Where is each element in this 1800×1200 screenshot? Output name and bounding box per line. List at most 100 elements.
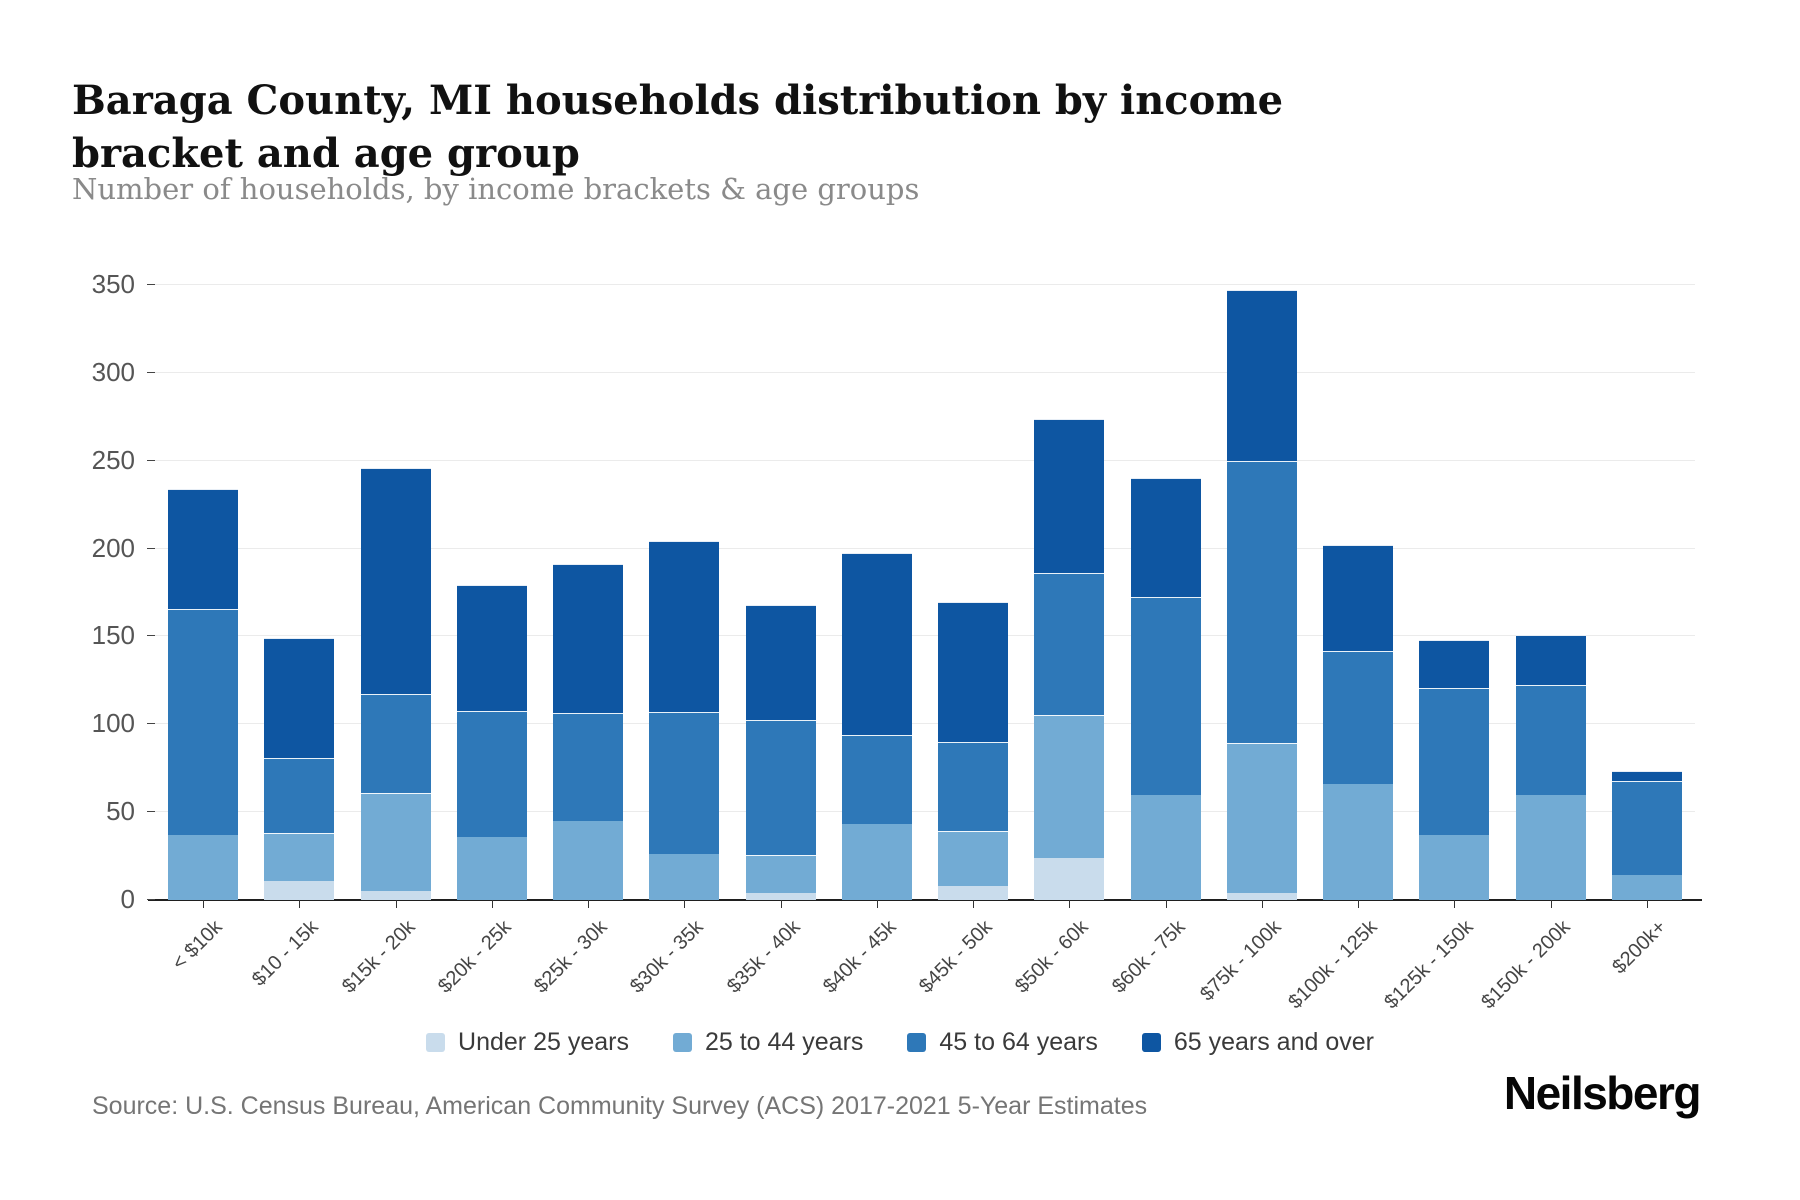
bar-segment-45-to-64-years[interactable] [745,720,816,855]
bar-segment-under-25-years[interactable] [360,891,431,900]
y-axis-tick-50 [147,811,155,813]
bar-45k-50k[interactable] [938,602,1009,900]
bar-200k[interactable] [1611,771,1682,900]
chart-plot-area: 0 50 100 150 200 250 300 350 < $10k $10 - 15k $15k… [92,269,1702,1013]
bar-segment-65-years-and-over[interactable] [360,468,431,694]
bar-segment-65-years-and-over[interactable] [1034,419,1105,573]
x-axis-tick [1261,900,1263,908]
y-axis-label-250: 250 [91,444,135,475]
x-axis-label: $45k - 50k [915,916,997,998]
bar-35k-40k[interactable] [745,605,816,900]
bar-segment-under-25-years[interactable] [1034,858,1105,900]
y-axis-label-50: 50 [106,796,135,827]
bar-segment-25-to-44-years[interactable] [841,824,912,900]
bar-segment-25-to-44-years[interactable] [1323,784,1394,900]
bar-segment-under-25-years[interactable] [938,886,1009,900]
bar-60k-75k[interactable] [1130,478,1201,900]
y-axis-label-150: 150 [91,620,135,651]
bar-segment-65-years-and-over[interactable] [1515,635,1586,685]
bar-segment-25-to-44-years[interactable] [168,835,239,900]
legend-swatch-icon [907,1033,927,1052]
legend-item-25-to-44-years[interactable]: 25 to 44 years [672,1028,863,1057]
bar-segment-65-years-and-over[interactable] [264,638,335,758]
x-axis-tick [1165,900,1167,908]
bar-segment-25-to-44-years[interactable] [649,854,720,900]
x-axis-label: < $10k [168,916,227,975]
bar-segment-65-years-and-over[interactable] [649,541,720,712]
y-axis-label-0: 0 [120,884,135,914]
bar-10-15k[interactable] [264,638,335,900]
bar-segment-25-to-44-years[interactable] [938,831,1009,886]
bar-segment-65-years-and-over[interactable] [1611,771,1682,781]
y-axis-label-100: 100 [91,708,135,739]
bar-segment-45-to-64-years[interactable] [938,742,1009,831]
bar-25k-30k[interactable] [553,564,624,900]
bar-segment-25-to-44-years[interactable] [1419,835,1490,900]
bar-segment-25-to-44-years[interactable] [553,821,624,900]
bar-125k-150k[interactable] [1419,640,1490,900]
bar-segment-65-years-and-over[interactable] [1130,478,1201,597]
bar-segment-65-years-and-over[interactable] [553,564,624,713]
y-axis-tick-300 [147,371,155,373]
legend-item-under-25-years[interactable]: Under 25 years [426,1028,629,1057]
bar-segment-25-to-44-years[interactable] [1226,743,1297,893]
bar-segment-under-25-years[interactable] [264,881,335,900]
bar-segment-45-to-64-years[interactable] [649,712,720,854]
bar-segment-65-years-and-over[interactable] [1226,290,1297,461]
bar-segment-45-to-64-years[interactable] [168,609,239,835]
bar-10k[interactable] [168,489,239,900]
bar-segment-25-to-44-years[interactable] [264,833,335,881]
x-axis-tick [299,900,301,908]
legend-item-65-years-and-over[interactable]: 65 years and over [1141,1028,1374,1057]
gridline-100 [155,723,1695,725]
bar-segment-45-to-64-years[interactable] [1611,781,1682,875]
bar-segment-65-years-and-over[interactable] [841,553,912,735]
bar-segment-25-to-44-years[interactable] [360,793,431,891]
bar-segment-45-to-64-years[interactable] [553,713,624,821]
bar-segment-45-to-64-years[interactable] [264,758,335,833]
bar-segment-under-25-years[interactable] [1226,893,1297,900]
x-axis-tick [684,900,686,908]
bar-segment-65-years-and-over[interactable] [938,602,1009,742]
bar-segment-45-to-64-years[interactable] [360,694,431,793]
x-axis-label: $150k - 200k [1476,916,1575,1014]
bar-segment-25-to-44-years[interactable] [1515,795,1586,900]
bar-segment-65-years-and-over[interactable] [1323,545,1394,651]
bar-50k-60k[interactable] [1034,419,1105,900]
legend-item-45-to-64-years[interactable]: 45 to 64 years [907,1028,1098,1057]
bar-75k-100k[interactable] [1226,290,1297,900]
x-axis-tick [203,900,205,908]
bar-segment-25-to-44-years[interactable] [1611,875,1682,900]
bar-segment-65-years-and-over[interactable] [168,489,239,609]
chart-subtitle: Number of households, by income brackets… [72,172,920,206]
bar-40k-45k[interactable] [841,553,912,900]
x-axis-label: $75k - 100k [1195,916,1286,1006]
legend-label: 45 to 64 years [939,1028,1098,1056]
bar-segment-45-to-64-years[interactable] [1515,685,1586,795]
bar-segment-under-25-years[interactable] [745,893,816,900]
bar-segment-45-to-64-years[interactable] [1130,597,1201,795]
bar-segment-65-years-and-over[interactable] [745,605,816,720]
gridline-150 [155,635,1695,637]
bar-segment-45-to-64-years[interactable] [1323,651,1394,784]
x-axis-label: $200k+ [1608,916,1671,979]
bar-150k-200k[interactable] [1515,635,1586,900]
bar-segment-25-to-44-years[interactable] [1034,715,1105,858]
bar-segment-25-to-44-years[interactable] [456,837,527,900]
bar-20k-25k[interactable] [456,585,527,900]
bar-segment-45-to-64-years[interactable] [841,735,912,824]
bar-segment-65-years-and-over[interactable] [1419,640,1490,688]
x-axis-line [148,899,1702,901]
bar-15k-20k[interactable] [360,468,431,900]
bar-segment-45-to-64-years[interactable] [1419,688,1490,835]
bar-segment-45-to-64-years[interactable] [1034,573,1105,715]
x-axis-label: $10 - 15k [248,916,323,991]
bar-segment-25-to-44-years[interactable] [745,855,816,893]
bar-100k-125k[interactable] [1323,545,1394,900]
x-axis-tick [1550,900,1552,908]
bar-segment-65-years-and-over[interactable] [456,585,527,711]
bar-30k-35k[interactable] [649,541,720,900]
bar-segment-45-to-64-years[interactable] [1226,461,1297,743]
bar-segment-25-to-44-years[interactable] [1130,795,1201,900]
bar-segment-45-to-64-years[interactable] [456,711,527,837]
